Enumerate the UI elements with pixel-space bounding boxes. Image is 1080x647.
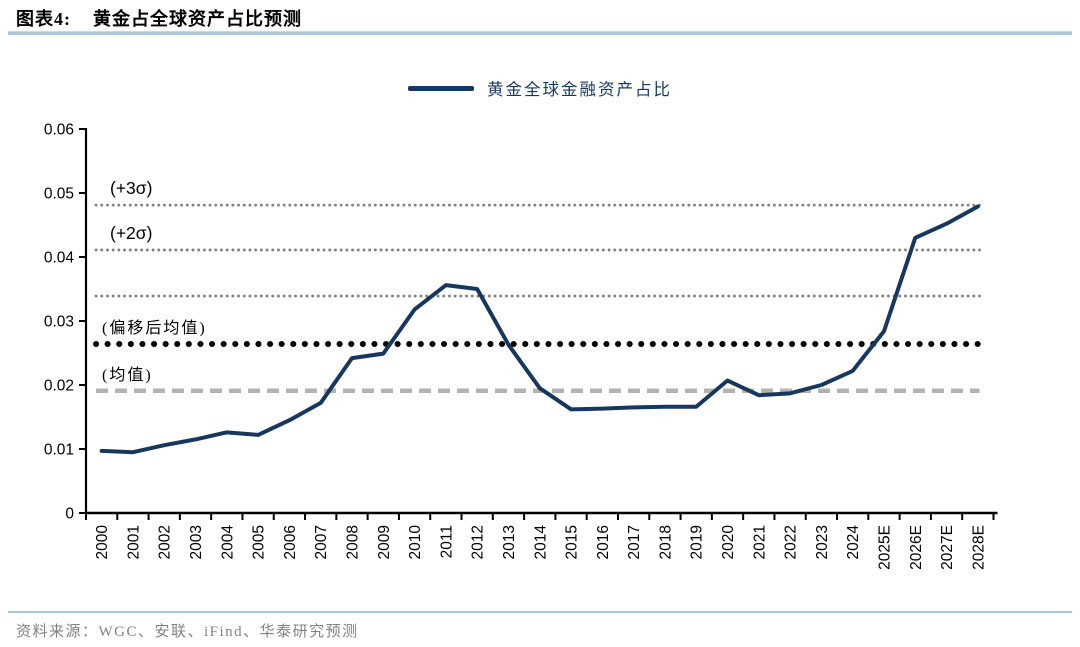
x-tick-label: 2003 <box>188 525 205 559</box>
ref-line-label-4: (均值) <box>102 366 153 384</box>
y-tick-label: 0.03 <box>44 314 74 331</box>
footer-rule <box>8 611 1072 613</box>
ref-line-label-0: (+3σ) <box>110 178 152 198</box>
figure-number-label: 图表4: <box>16 9 71 29</box>
y-tick-label: 0.06 <box>44 122 74 139</box>
x-tick-label: 2026E <box>908 525 925 570</box>
x-tick-label: 2014 <box>532 525 549 560</box>
x-tick-label: 2012 <box>470 525 487 559</box>
x-tick-label: 2011 <box>438 525 455 558</box>
x-tick-label: 2007 <box>313 525 330 559</box>
x-tick-label: 2025E <box>876 525 893 570</box>
figure-title: 图表4: 黄金占全球资产占比预测 <box>16 5 302 31</box>
x-tick-label: 2027E <box>939 525 956 570</box>
x-tick-label: 2023 <box>814 525 831 559</box>
x-tick-label: 2017 <box>626 525 643 559</box>
x-tick-label: 2018 <box>657 525 674 559</box>
x-tick-label: 2006 <box>282 525 299 559</box>
x-tick-label: 2015 <box>564 525 581 559</box>
y-tick-label: 0.02 <box>44 378 74 395</box>
x-tick-label: 2022 <box>783 525 800 559</box>
chart-legend: 黄金全球金融资产占比 <box>0 76 1080 100</box>
x-tick-label: 2002 <box>157 525 174 559</box>
figure-title-text: 黄金占全球资产占比预测 <box>93 9 302 29</box>
data-series-line <box>99 204 980 455</box>
x-tick-label: 2005 <box>251 525 268 559</box>
x-tick-label: 2004 <box>219 525 236 560</box>
ref-line-label-3: (偏移后均值) <box>102 319 207 337</box>
y-tick-label: 0 <box>65 506 74 523</box>
x-tick-label: 2009 <box>376 525 393 559</box>
legend-series-label: 黄金全球金融资产占比 <box>487 80 672 99</box>
y-tick-label: 0.04 <box>44 250 75 267</box>
y-tick-label: 0.05 <box>44 186 74 203</box>
x-tick-label: 2000 <box>94 525 111 560</box>
x-tick-label: 2019 <box>689 525 706 559</box>
x-tick-label: 2010 <box>407 525 424 560</box>
title-underline <box>8 31 1072 35</box>
legend-line-swatch <box>408 85 474 91</box>
x-tick-label: 2028E <box>970 525 987 570</box>
y-tick-label: 0.01 <box>44 442 74 459</box>
x-tick-label: 2024 <box>845 525 862 560</box>
x-tick-label: 2001 <box>125 525 142 559</box>
x-tick-label: 2008 <box>344 525 361 559</box>
x-tick-label: 2020 <box>720 525 737 560</box>
ref-line-label-1: (+2σ) <box>110 223 152 243</box>
x-tick-label: 2013 <box>501 525 518 559</box>
x-tick-label: 2021 <box>751 525 768 559</box>
source-note: 资料来源：WGC、安联、iFind、华泰研究预测 <box>16 624 359 640</box>
x-tick-label: 2016 <box>595 525 612 559</box>
